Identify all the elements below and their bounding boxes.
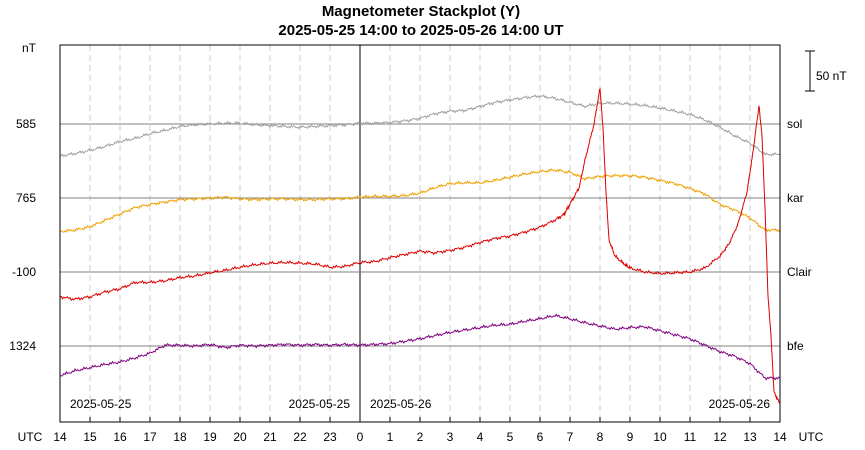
station-label: kar (787, 191, 804, 205)
baseline-value-label: -100 (12, 265, 36, 279)
x-tick-label: 3 (447, 430, 454, 444)
x-tick-label: 21 (263, 430, 277, 444)
date-label: 2025-05-25 (70, 397, 132, 411)
baseline-value-label: 765 (16, 191, 36, 205)
x-tick-label: 14 (53, 430, 67, 444)
chart-subtitle: 2025-05-25 14:00 to 2025-05-26 14:00 UT (278, 22, 563, 39)
x-tick-label: 12 (713, 430, 727, 444)
x-tick-label: 18 (173, 430, 187, 444)
x-axis-label-right: UTC (799, 430, 824, 444)
x-tick-label: 1 (387, 430, 394, 444)
series-line-kar (59, 168, 781, 233)
x-tick-label: 15 (83, 430, 97, 444)
date-label: 2025-05-26 (370, 397, 432, 411)
station-label: bfe (787, 339, 804, 353)
scale-bar-label: 50 nT (816, 69, 847, 83)
x-tick-label: 8 (597, 430, 604, 444)
x-tick-label: 5 (507, 430, 514, 444)
x-tick-label: 17 (143, 430, 157, 444)
station-label: sol (787, 117, 802, 131)
series-line-clair (59, 87, 781, 405)
plot-frame (59, 44, 781, 423)
x-tick-label: 2 (417, 430, 424, 444)
baseline-value-label: 585 (16, 117, 36, 131)
x-tick-label: 16 (113, 430, 127, 444)
x-tick-label: 22 (293, 430, 307, 444)
x-tick-label: 23 (323, 430, 337, 444)
chart-title: Magnetometer Stackplot (Y) (322, 3, 520, 20)
series-line-bfe (59, 313, 781, 381)
x-tick-label: 9 (627, 430, 634, 444)
x-tick-label: 13 (743, 430, 757, 444)
y-unit-label: nT (22, 41, 37, 55)
x-tick-label: 4 (477, 430, 484, 444)
date-label: 2025-05-25 (289, 397, 351, 411)
x-axis-label-left: UTC (18, 430, 43, 444)
x-tick-label: 14 (773, 430, 787, 444)
x-tick-label: 0 (357, 430, 364, 444)
x-tick-label: 10 (653, 430, 667, 444)
x-tick-label: 20 (233, 430, 247, 444)
station-label: Clair (787, 265, 812, 279)
baseline-value-label: 1324 (9, 339, 36, 353)
x-tick-label: 6 (537, 430, 544, 444)
x-tick-label: 7 (567, 430, 574, 444)
date-label: 2025-05-26 (709, 397, 771, 411)
x-tick-label: 19 (203, 430, 217, 444)
series-line-sol (59, 94, 781, 158)
x-tick-label: 11 (684, 430, 697, 444)
